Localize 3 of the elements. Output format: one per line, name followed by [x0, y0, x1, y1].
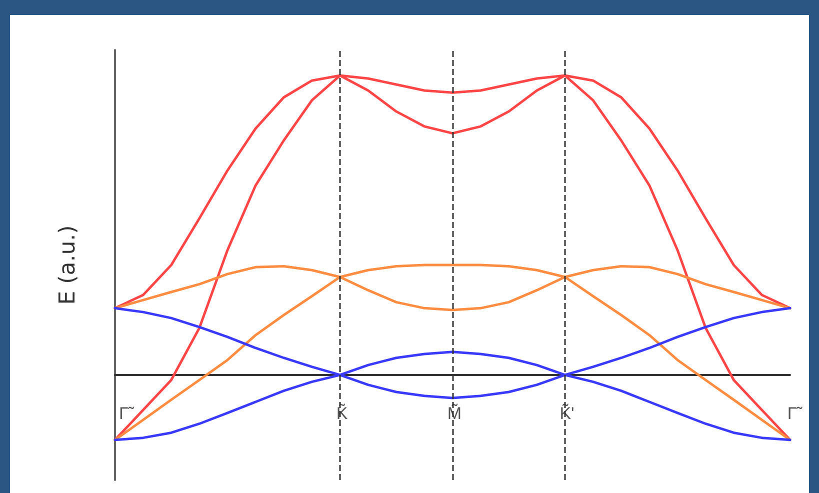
y-axis-title: E (a.u.): [56, 225, 80, 305]
x-tick-label: Γ̃: [119, 404, 134, 423]
x-tick-label: Γ̃: [787, 404, 803, 423]
